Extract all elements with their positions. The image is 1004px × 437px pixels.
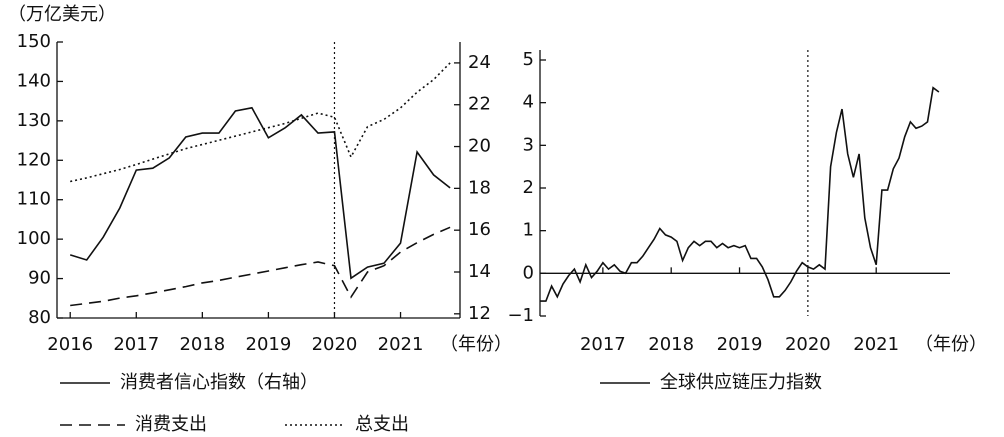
x-tick-label: 2018 (179, 334, 225, 355)
series-line (69, 106, 451, 280)
series-line (540, 86, 940, 302)
y-tick-label: 80 (28, 307, 51, 328)
series-line (70, 226, 451, 307)
y-tick-label: 90 (28, 268, 51, 289)
y2-tick-label: 22 (468, 94, 491, 115)
x-tick-label: 2021 (378, 334, 424, 355)
y2-tick-label: 14 (468, 261, 491, 282)
y-tick-label: 110 (17, 189, 51, 210)
x-tick-label: 2020 (312, 334, 358, 355)
y-tick-label: 140 (17, 70, 51, 91)
x-tick-label: 2020 (785, 334, 831, 355)
x-tick-label: 2021 (853, 334, 899, 355)
x-axis-label: （年份） (915, 334, 987, 355)
y-tick-label: 2 (523, 177, 534, 198)
x-tick-label: 2018 (648, 334, 694, 355)
y2-tick-label: 16 (468, 219, 491, 240)
series-line (70, 62, 451, 183)
legend-label: 消费者信心指数（右轴） (120, 372, 318, 393)
y-tick-label: 130 (17, 110, 51, 131)
x-tick-label: 2017 (580, 334, 626, 355)
y2-tick-label: 20 (468, 136, 491, 157)
legend-label: 总支出 (355, 414, 409, 435)
y-tick-label: 100 (17, 228, 51, 249)
y-tick-label: 120 (17, 149, 51, 170)
x-axis-label: （年份） (440, 334, 512, 355)
x-tick-label: 2017 (113, 334, 159, 355)
y-tick-label: 150 (17, 31, 51, 52)
y-tick-label: 0 (523, 262, 534, 283)
x-tick-label: 2016 (47, 334, 93, 355)
y-tick-label: −1 (507, 305, 534, 326)
x-tick-label: 2019 (717, 334, 763, 355)
y-tick-label: 4 (523, 92, 534, 113)
legend-label: 消费支出 (135, 414, 207, 435)
y2-tick-label: 12 (468, 303, 491, 324)
y-tick-label: 1 (523, 220, 534, 241)
x-tick-label: 2019 (246, 334, 292, 355)
y-tick-label: 5 (523, 49, 534, 70)
y-axis-label: （万亿美元） (8, 4, 116, 25)
legend-label: 全球供应链压力指数 (660, 372, 822, 393)
y2-tick-label: 18 (468, 177, 491, 198)
y2-tick-label: 24 (468, 52, 491, 73)
y-tick-label: 3 (523, 134, 534, 155)
